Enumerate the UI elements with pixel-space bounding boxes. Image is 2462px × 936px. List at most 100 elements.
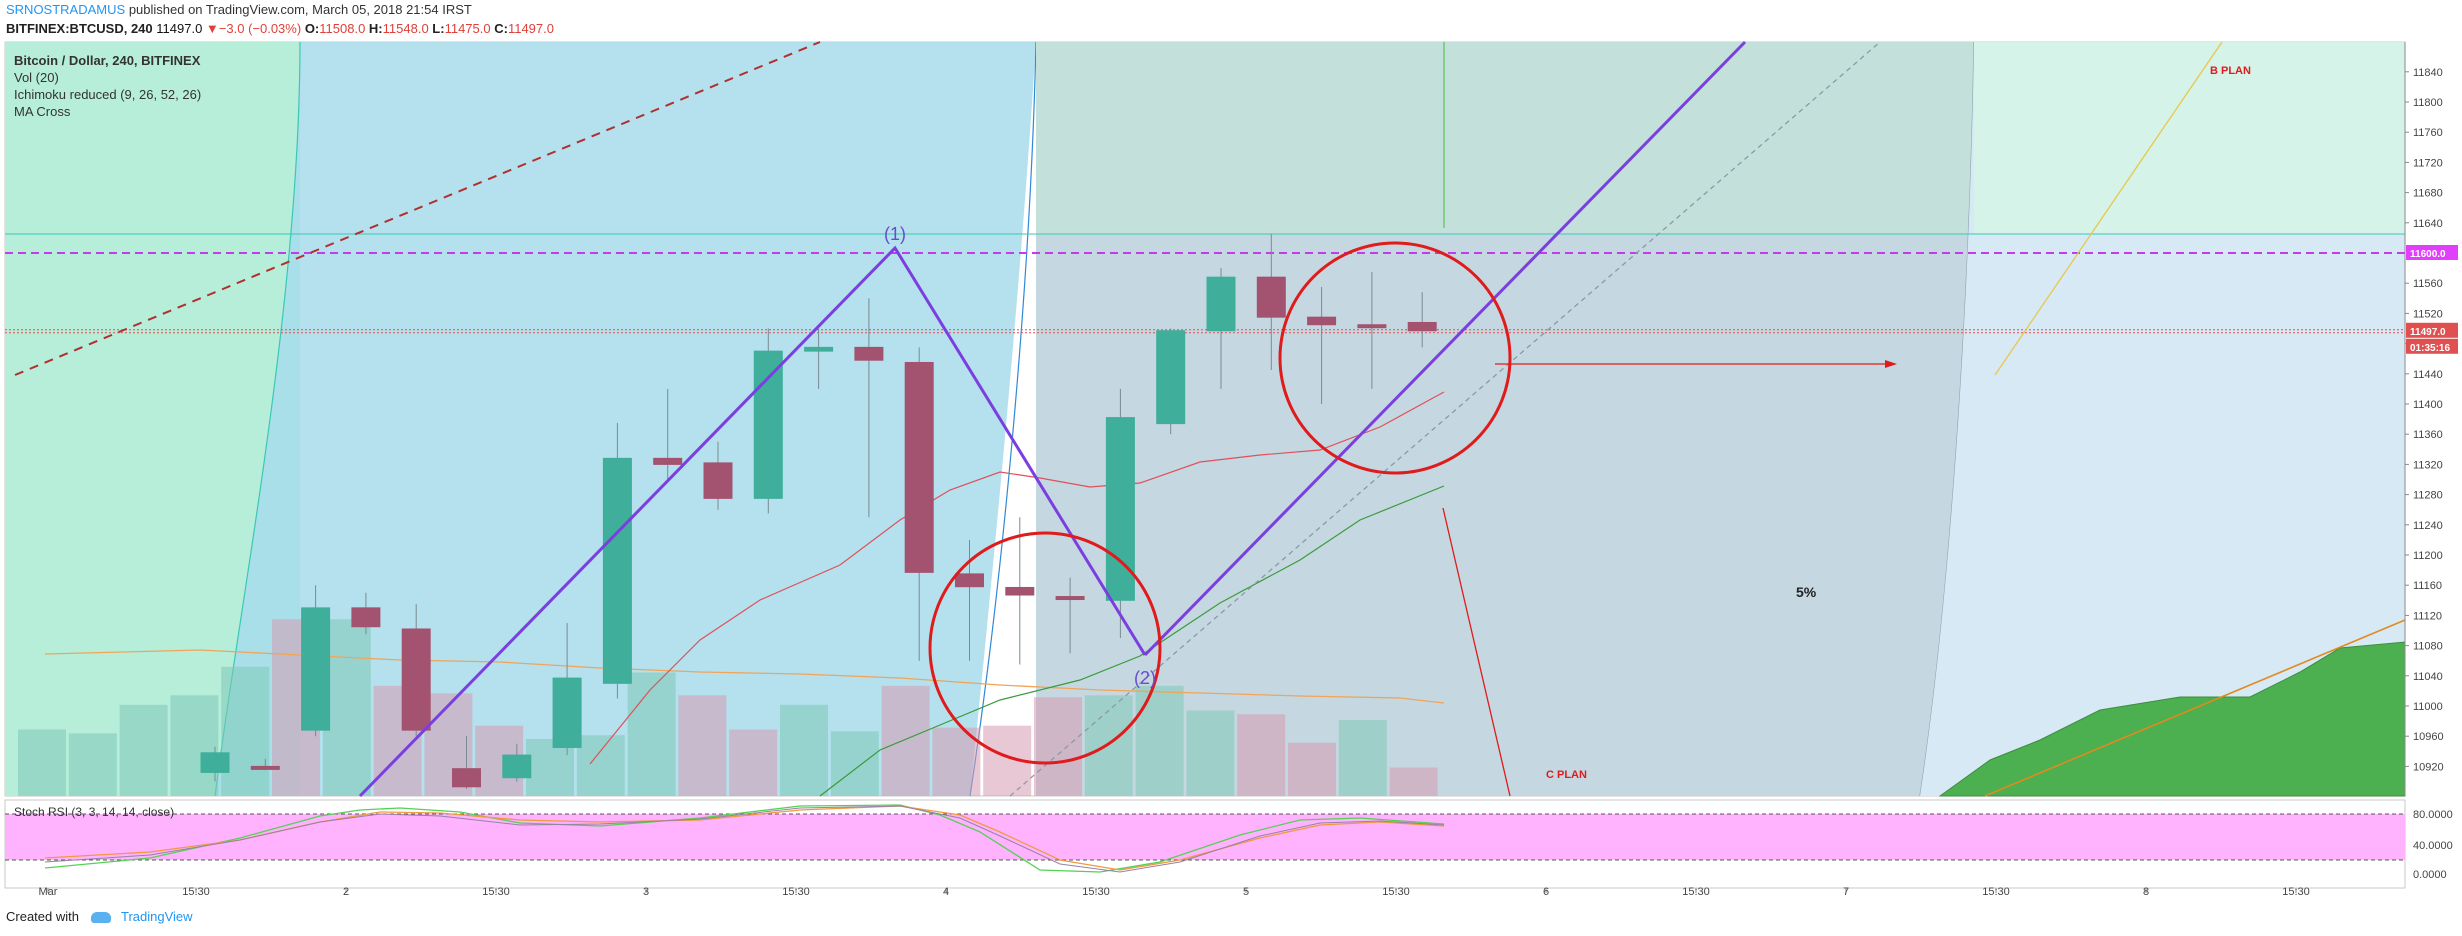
rsi-tick-label: 80.0000 (2413, 809, 2453, 821)
indicator-lines (44, 391, 1445, 797)
y-tick-label: 11400 (2413, 399, 2443, 411)
candle-body (401, 628, 431, 731)
y-tick-label: 11520 (2413, 308, 2443, 320)
open-value: 11508.0 (319, 21, 366, 36)
rsi-tick-label: 0.0000 (2413, 869, 2447, 881)
publisher-link[interactable]: SRNOSTRADAMUS (6, 2, 126, 17)
y-tick-label: 11720 (2413, 157, 2443, 169)
y-tick-label: 10920 (2413, 761, 2444, 773)
candle (1005, 517, 1035, 665)
b-plan-line (1994, 41, 2223, 376)
c-plan-label: C PLAN (1546, 769, 1587, 781)
rsi-tick-label: 40.0000 (2413, 840, 2453, 852)
candle (653, 388, 683, 480)
y-tick-label: 11200 (2413, 550, 2443, 562)
candle (854, 298, 884, 518)
candle-body (854, 346, 884, 361)
candle-body (1407, 321, 1437, 332)
x-tick-label: 15:30 (1082, 886, 1110, 898)
tenkan-line (589, 391, 1445, 765)
dashed-channel-line (1009, 41, 1881, 797)
footer: Created with TradingView (6, 909, 193, 924)
candle (904, 347, 934, 661)
high-label: H: (368, 21, 383, 36)
time-axis[interactable]: Mar 15:30 2 15:30 3 15:30 4 15:30 5 15:30 6 15:30 7 1… (39, 886, 2310, 898)
y-tick-label: 11160 (2413, 580, 2442, 592)
volume-bar (1237, 714, 1286, 796)
zone-blue-arc (215, 42, 1036, 796)
candle-body (1256, 276, 1286, 318)
zone-grey-top (1036, 42, 1974, 234)
candle-body (753, 350, 783, 499)
volume-bar (1084, 695, 1133, 796)
legend-line-volume: Vol (20) (14, 70, 59, 85)
candle (502, 743, 532, 782)
candle (552, 622, 582, 756)
candle (1206, 268, 1236, 389)
x-tick-label: 15:30 (1382, 886, 1410, 898)
created-with-text: Created with (6, 909, 79, 924)
candle (1407, 292, 1437, 348)
low-value: 11475.0 (444, 21, 491, 36)
countdown-badge: 01:35:16 (2410, 343, 2450, 354)
candle (703, 441, 733, 510)
price-axis[interactable]: 11840 11800 11760 11720 11680 11640 11560 11520… (2404, 42, 2458, 796)
y-tick-label: 11320 (2413, 459, 2443, 471)
published-text: published on TradingView.com, March 05, … (128, 2, 472, 17)
tradingview-link[interactable]: TradingView (120, 909, 193, 924)
x-tick-label: 3 (643, 886, 649, 898)
candle-body (1357, 324, 1387, 329)
y-tick-label: 11360 (2413, 429, 2443, 441)
volume-bar (119, 704, 168, 796)
candle (401, 604, 431, 737)
x-tick-label: 2 (343, 886, 349, 898)
y-tick-label: 11760 (2413, 127, 2443, 139)
level-badge-bg (2406, 245, 2458, 260)
x-tick-label: 15:30 (2282, 886, 2310, 898)
stoch-k-line (44, 804, 1445, 873)
y-tick-label: 11440 (2413, 369, 2443, 381)
x-tick-label: 15:30 (182, 886, 210, 898)
drawings (14, 40, 2406, 798)
dashed-trendline (14, 41, 821, 376)
percent-label: 5% (1796, 584, 1817, 600)
volume-bar (576, 735, 625, 796)
legend-line-ichimoku: Ichimoku reduced (9, 26, 52, 26) (14, 87, 202, 102)
arc-middle (969, 41, 1037, 797)
price-chart[interactable]: 11840 11800 11760 11720 11680 11640 11560 11520… (0, 40, 2462, 912)
candle (804, 328, 834, 389)
x-tick-label: Mar (39, 886, 58, 898)
y-tick-label: 11280 (2413, 490, 2443, 502)
y-tick-label: 11000 (2413, 701, 2443, 713)
candle-body (1055, 596, 1085, 601)
volume-bar (780, 704, 828, 796)
open-label: O: (304, 21, 320, 36)
countdown-badge-bg (2406, 338, 2458, 354)
close-label: C: (494, 21, 508, 36)
volume-bar (830, 731, 879, 796)
stoch-mid-line (44, 805, 1445, 873)
candle (250, 758, 280, 771)
candle-body (552, 677, 582, 749)
volume-bar (1338, 720, 1387, 796)
volume-bar (678, 695, 727, 796)
stoch-rsi: 80.0000 40.0000 0.0000 (5, 804, 2453, 881)
last-price-badge-bg (2406, 322, 2458, 338)
publish-header: SRNOSTRADAMUS published on TradingView.c… (6, 2, 472, 17)
candle-body (1005, 586, 1035, 596)
volume-bar (1389, 767, 1438, 796)
volume-bar (1288, 742, 1336, 796)
level-badge: 11600.0 (2410, 249, 2446, 260)
y-tick-label: 11120 (2413, 610, 2442, 622)
candle (1307, 286, 1337, 404)
horizontal-levels (5, 252, 2405, 334)
y-tick-label: 10960 (2413, 731, 2444, 743)
y-tick-label: 11080 (2413, 641, 2443, 653)
x-tick-label: 5 (1243, 886, 1249, 898)
x-tick-label: 7 (1843, 886, 1849, 898)
candle-body (1206, 276, 1236, 332)
symbol-label: BITFINEX:BTCUSD, 240 (6, 21, 153, 36)
tradingview-logo-icon[interactable] (90, 912, 111, 924)
candle-body (904, 361, 934, 573)
candle-body (1156, 330, 1186, 425)
